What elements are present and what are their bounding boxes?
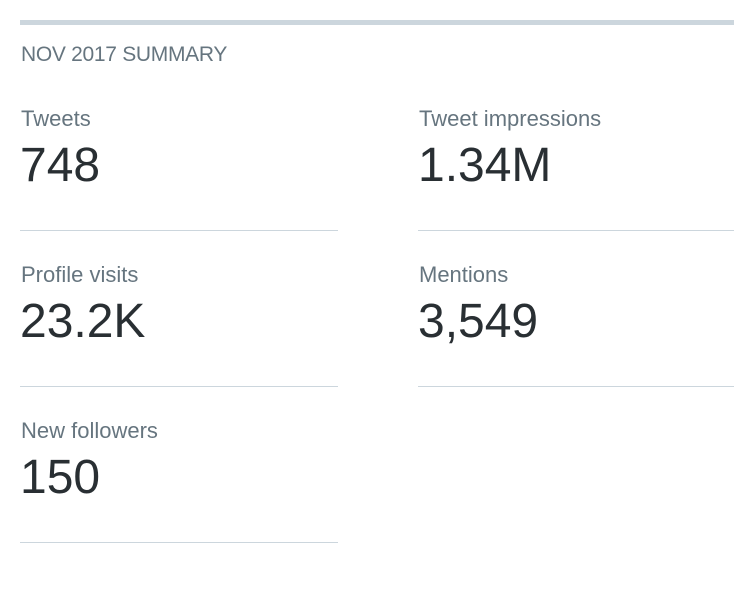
stat-card: New followers 150 bbox=[20, 312, 338, 543]
stat-value: 150 bbox=[20, 451, 101, 504]
stat-value: 3,549 bbox=[418, 295, 539, 348]
top-bar bbox=[20, 20, 734, 25]
stat-card: Mentions 3,549 bbox=[418, 156, 734, 387]
stat-card: Tweets 748 bbox=[20, 0, 338, 231]
summary-title: NOV 2017 SUMMARY bbox=[21, 43, 228, 66]
divider bbox=[20, 230, 338, 231]
stat-value: 1.34M bbox=[418, 139, 552, 192]
stat-card: Tweet impressions 1.34M bbox=[418, 0, 734, 231]
divider bbox=[20, 542, 338, 543]
stat-card: Profile visits 23.2K bbox=[20, 156, 338, 387]
divider bbox=[418, 230, 734, 231]
stat-label: Profile visits bbox=[21, 262, 139, 287]
stat-value: 748 bbox=[20, 139, 101, 192]
stat-label: Mentions bbox=[419, 262, 509, 287]
stat-label: Tweets bbox=[21, 106, 91, 131]
stat-label: Tweet impressions bbox=[419, 106, 602, 131]
divider bbox=[20, 386, 338, 387]
stat-label: New followers bbox=[21, 418, 158, 443]
stat-value: 23.2K bbox=[20, 295, 146, 348]
divider bbox=[418, 386, 734, 387]
